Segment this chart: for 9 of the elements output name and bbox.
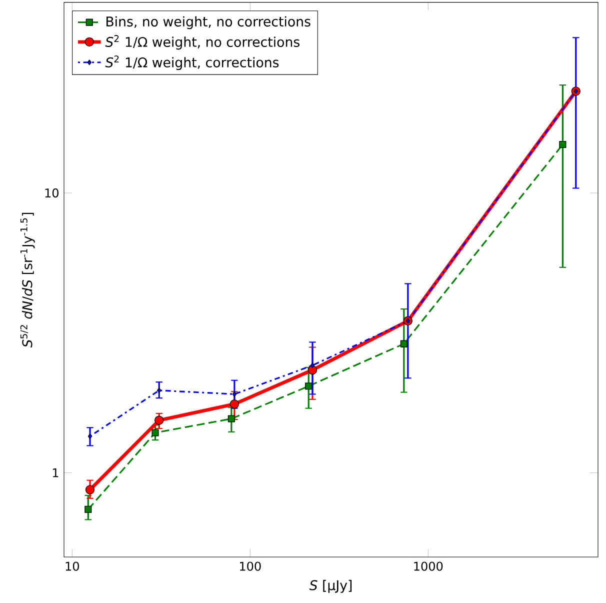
y-tick-label: 1	[52, 468, 58, 478]
x-tick-label: 1000	[414, 562, 443, 571]
legend-label: S$^{2}$ 1/Ω weight, no corrections	[105, 35, 300, 50]
x-tick-label: 10	[66, 562, 79, 571]
legend-label: S$^{2}$ 1/Ω weight, corrections	[105, 55, 279, 70]
x-axis-title: S [μJy]	[309, 580, 352, 593]
x-tick-label: 100	[240, 562, 261, 571]
text: S$^{5/2}$ dN/dS [sr$^{-1}$Jy$^{-1.5}$]	[20, 212, 35, 348]
legend-label: Bins, no weight, no corrections	[106, 16, 310, 30]
